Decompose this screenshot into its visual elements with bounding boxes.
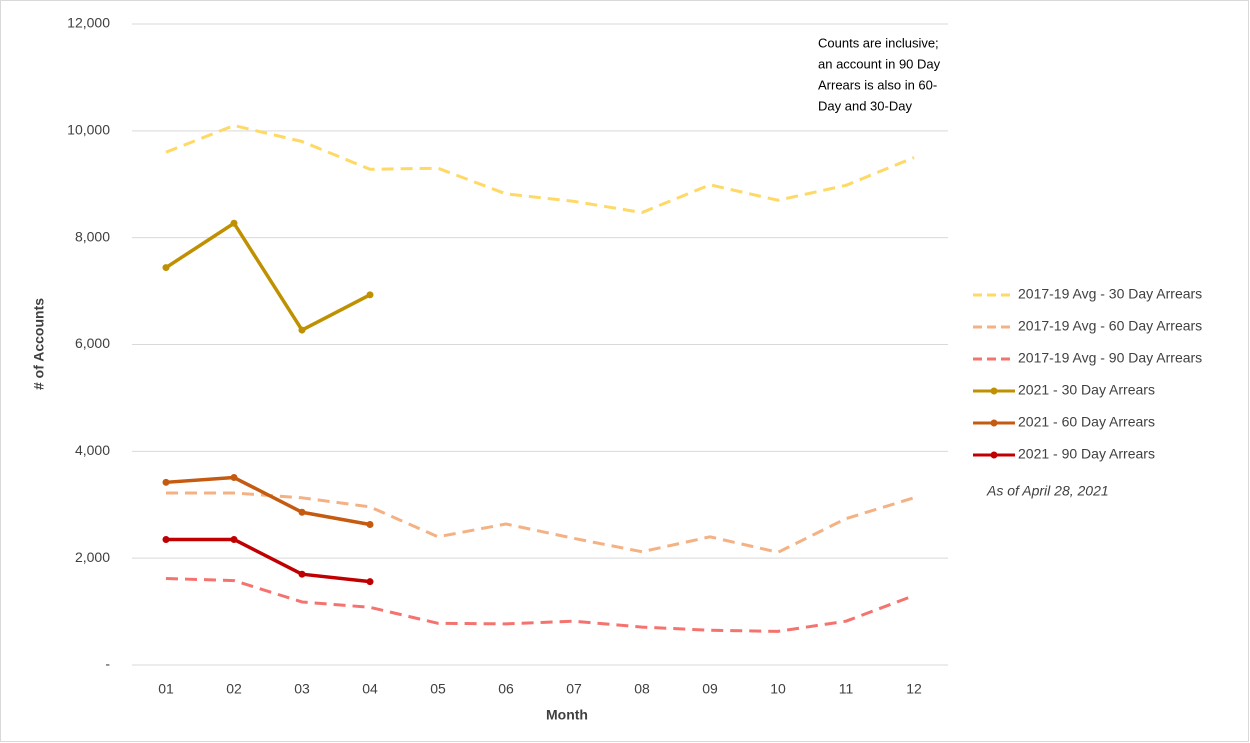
x-tick-label: 12 (906, 681, 922, 697)
annotation: an account in 90 Day (818, 56, 941, 71)
annotation: Arrears is also in 60- (818, 77, 937, 92)
legend-marker (990, 387, 998, 395)
x-tick-label: 08 (634, 681, 650, 697)
series-marker (366, 578, 374, 586)
legend-marker (990, 451, 998, 459)
x-tick-label: 10 (770, 681, 786, 697)
x-tick-label: 07 (566, 681, 582, 697)
series-line (166, 537, 371, 584)
x-tick-label: 04 (362, 681, 378, 697)
annotation: Day and 30-Day (818, 98, 912, 113)
x-tick-label: 06 (498, 681, 514, 697)
x-tick-label: 09 (702, 681, 718, 697)
series-line (165, 475, 371, 527)
x-axis-label: Month (546, 707, 588, 723)
legend-label: 2017-19 Avg - 60 Day Arrears (1018, 318, 1202, 334)
x-tick-label: 02 (226, 681, 242, 697)
series-line (166, 491, 915, 554)
series-marker (366, 291, 374, 299)
series-marker (298, 508, 306, 516)
series-marker (230, 219, 238, 227)
series-line (165, 576, 915, 633)
series-marker (162, 264, 170, 272)
series-marker (230, 535, 238, 543)
series-line (165, 221, 371, 332)
series-marker (298, 570, 306, 578)
y-tick-label: - (105, 656, 110, 672)
legend-label: 2021 - 90 Day Arrears (1018, 446, 1155, 462)
y-axis-label: # of Accounts (31, 298, 47, 390)
series-marker (162, 478, 170, 486)
legend-marker (990, 419, 998, 427)
annotation: Counts are inclusive; (818, 35, 939, 50)
y-tick-label: 8,000 (75, 228, 110, 244)
y-tick-label: 12,000 (67, 15, 110, 31)
x-tick-label: 11 (839, 681, 854, 697)
series-marker (230, 474, 238, 482)
series-marker (298, 326, 306, 334)
series-line (165, 123, 915, 215)
series-marker (366, 521, 374, 529)
y-tick-label: 10,000 (67, 122, 110, 138)
y-tick-label: 4,000 (75, 442, 110, 458)
as-of-note: As of April 28, 2021 (986, 483, 1109, 499)
x-tick-label: 05 (430, 681, 446, 697)
x-tick-label: 03 (294, 681, 310, 697)
legend-label: 2021 - 30 Day Arrears (1018, 382, 1155, 398)
legend-label: 2017-19 Avg - 90 Day Arrears (1018, 350, 1202, 366)
legend-label: 2017-19 Avg - 30 Day Arrears (1018, 286, 1202, 302)
series-marker (162, 535, 170, 543)
x-tick-label: 01 (158, 681, 174, 697)
y-tick-label: 6,000 (75, 335, 110, 351)
legend-label: 2021 - 60 Day Arrears (1018, 414, 1155, 430)
y-tick-label: 2,000 (75, 549, 110, 565)
